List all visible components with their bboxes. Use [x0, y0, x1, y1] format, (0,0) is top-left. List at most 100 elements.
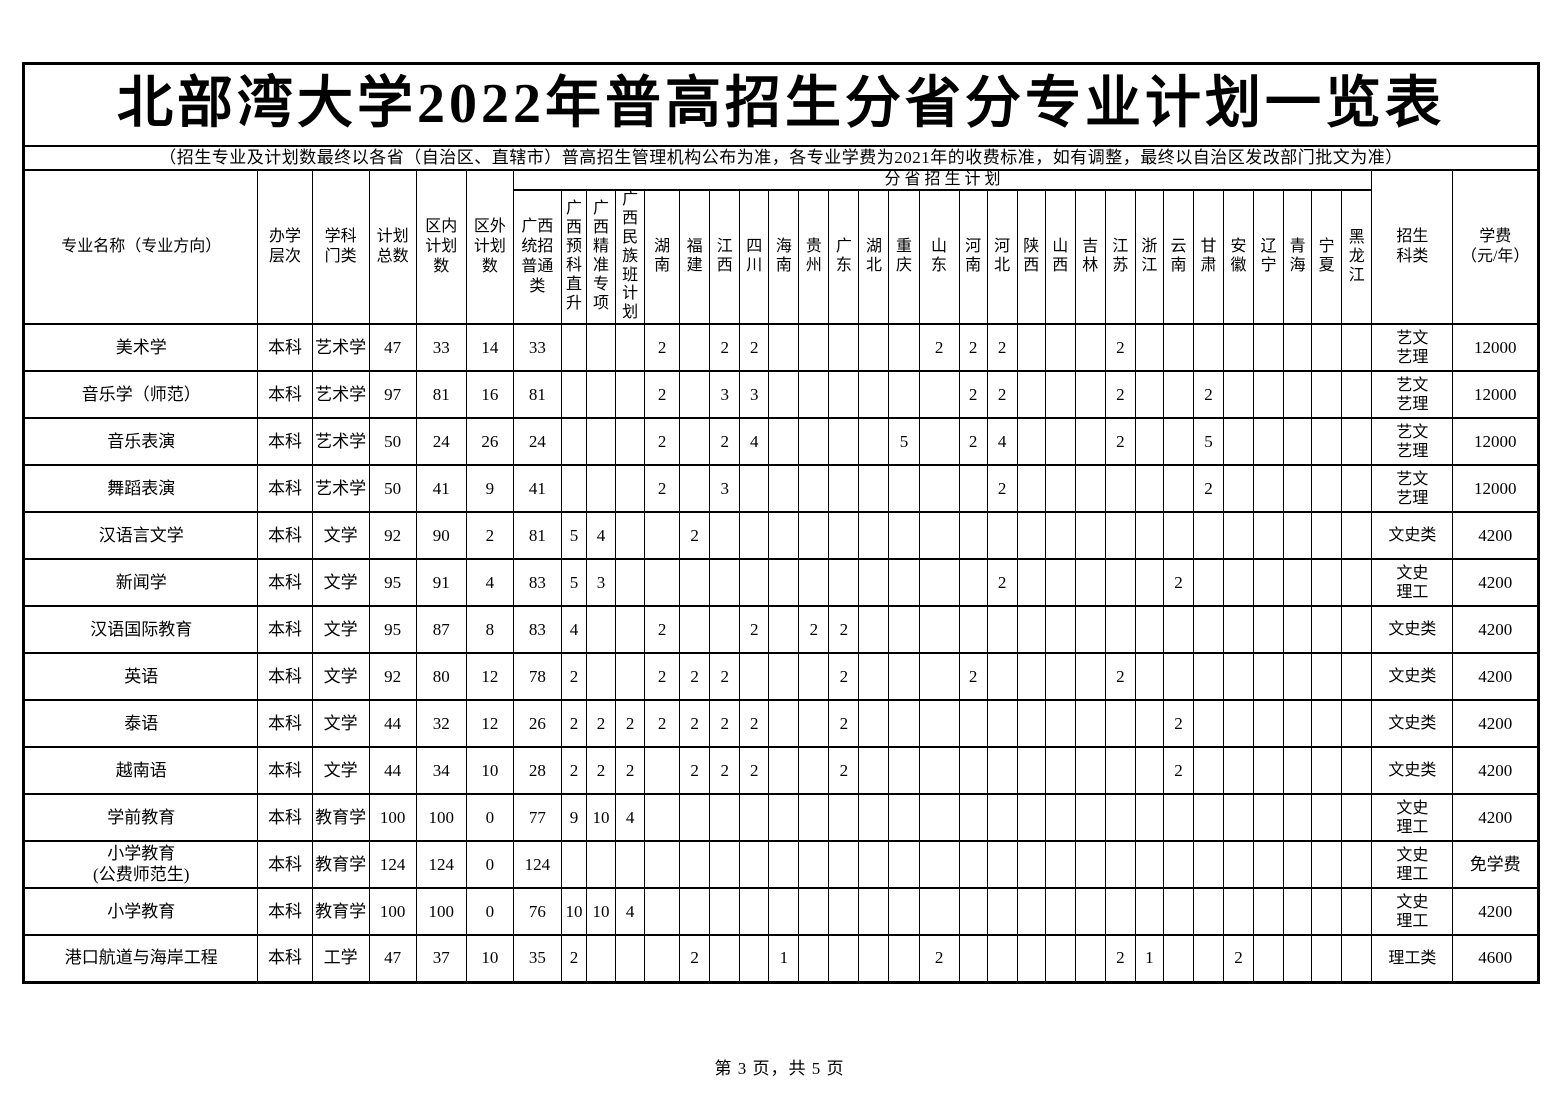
plan-cell-24: [1283, 746, 1313, 796]
plan-column-label: 广西精准专项: [593, 200, 610, 312]
plan-cell-7: [768, 370, 800, 420]
tuition-cell: 12000: [1452, 417, 1539, 467]
total-cell: 47: [368, 323, 417, 373]
plan-cell-12: 2: [918, 934, 960, 984]
plan-cell-23: [1253, 464, 1285, 514]
plan-cell-15: [1016, 652, 1046, 702]
plan-cell-16: [1044, 934, 1076, 984]
major-cell: 小学教育: [22, 887, 259, 937]
plan-cell-5: [709, 558, 741, 608]
plan-cell-12: [918, 793, 960, 843]
plan-cell-21: [1192, 323, 1225, 373]
level-cell: 本科: [257, 417, 313, 467]
plan-cell-5: [709, 511, 741, 561]
plan-cell-5: 2: [709, 652, 741, 702]
plan-cell-9: [828, 370, 860, 420]
plan-cell-6: [739, 558, 770, 608]
col-admission-category: 招生 科类: [1371, 168, 1454, 326]
plan-cell-23: [1253, 605, 1285, 655]
plan-column-label: 重庆: [896, 238, 913, 275]
plan-column-label: 江苏: [1112, 238, 1129, 275]
plan-cell-19: [1134, 558, 1164, 608]
plan-cell-2: [615, 605, 646, 655]
plan-cell-26: [1341, 464, 1373, 514]
plan-cell-3: 2: [644, 652, 681, 702]
plan-cell-19: [1134, 370, 1164, 420]
plan-cell-6: 3: [739, 370, 770, 420]
plan-cell-17: [1074, 370, 1106, 420]
plan-cell-13: [958, 558, 988, 608]
total-cell: 100: [368, 793, 417, 843]
plan-cell-9: 2: [828, 746, 860, 796]
plan-cell-26: [1341, 605, 1373, 655]
plan-cell-1: [585, 652, 617, 702]
plan-cell-9: [828, 511, 860, 561]
plan-cell-16: [1044, 840, 1076, 890]
level-cell: 本科: [257, 605, 313, 655]
title-row: 北部湾大学2022年普高招生分省分专业计划一览表: [23, 62, 1539, 147]
major-cell: 舞蹈表演: [22, 464, 259, 514]
plan-column-label: 山东: [931, 238, 948, 275]
plan-cell-13: [958, 934, 988, 984]
plan-cell-25: [1311, 934, 1343, 984]
major-cell: 英语: [22, 652, 259, 702]
major-cell: 越南语: [22, 746, 259, 796]
level-cell: 本科: [257, 699, 313, 749]
out-region-cell: 0: [465, 840, 514, 890]
plan-cell-10: [858, 840, 890, 890]
total-cell: 92: [368, 511, 417, 561]
plan-cell-19: [1134, 417, 1164, 467]
plan-cell-6: 2: [739, 323, 770, 373]
plan-cell-17: [1074, 887, 1106, 937]
plan-cell-7: [768, 793, 800, 843]
plan-cell-1: 2: [585, 746, 617, 796]
plan-cell-7: [768, 464, 800, 514]
plan-cell-18: [1104, 605, 1136, 655]
plan-cell-9: [828, 840, 860, 890]
plan-cell-3: [644, 746, 681, 796]
plan-cell-4: [679, 464, 711, 514]
plan-cell-1: 10: [585, 887, 617, 937]
plan-cell-17: [1074, 464, 1106, 514]
discipline-cell: 文学: [311, 746, 370, 796]
plan-cell-0: 5: [560, 558, 588, 608]
plan-cell-16: [1044, 699, 1076, 749]
total-cell: 124: [368, 840, 417, 890]
table-body: 美术学 本科 艺术学 47 33 14 33 2 2 2 2 2 2 2 艺文 艺理 12000 音乐学（师范）…: [22, 323, 1539, 984]
plan-cell-23: [1253, 746, 1285, 796]
plan-column-label: 湖南: [654, 238, 671, 275]
plan-cell-7: [768, 840, 800, 890]
plan-cell-23: [1253, 840, 1285, 890]
plan-cell-8: [798, 323, 830, 373]
plan-cell-7: [768, 417, 800, 467]
plan-cell-25: [1311, 511, 1343, 561]
gx-general-cell: 76: [512, 887, 562, 937]
plan-cell-11: [888, 652, 920, 702]
plan-column-label: 贵州: [805, 238, 822, 275]
plan-cell-19: [1134, 652, 1164, 702]
level-cell: 本科: [257, 793, 313, 843]
gx-general-cell: 81: [512, 370, 562, 420]
plan-cell-12: [918, 558, 960, 608]
plan-cell-9: [828, 464, 860, 514]
plan-cell-0: [560, 840, 588, 890]
plan-cell-1: [585, 464, 617, 514]
level-cell: 本科: [257, 370, 313, 420]
in-region-cell: 24: [415, 417, 467, 467]
plan-cell-22: [1223, 558, 1255, 608]
plan-cell-2: [615, 652, 646, 702]
plan-cell-26: [1341, 699, 1373, 749]
col-discipline: 学科 门类: [311, 168, 370, 326]
plan-cell-1: [585, 934, 617, 984]
plan-cell-13: [958, 793, 988, 843]
plan-cell-14: [986, 840, 1018, 890]
plan-cell-3: [644, 840, 681, 890]
plan-cell-0: 9: [560, 793, 588, 843]
out-region-cell: 16: [465, 370, 514, 420]
plan-cell-24: [1283, 558, 1313, 608]
gx-general-cell: 35: [512, 934, 562, 984]
plan-cell-20: [1162, 840, 1194, 890]
discipline-cell: 文学: [311, 605, 370, 655]
plan-cell-21: 2: [1192, 464, 1225, 514]
plan-cell-10: [858, 887, 890, 937]
